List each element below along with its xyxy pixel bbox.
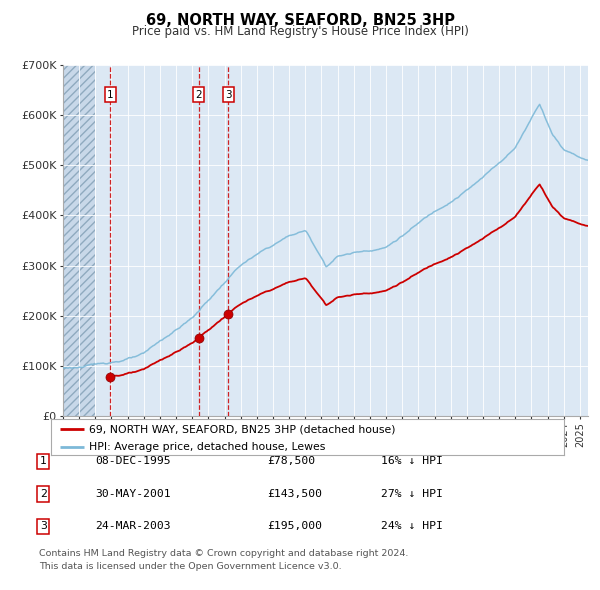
Text: Contains HM Land Registry data © Crown copyright and database right 2024.: Contains HM Land Registry data © Crown c… — [39, 549, 409, 558]
Text: HPI: Average price, detached house, Lewes: HPI: Average price, detached house, Lewe… — [89, 442, 326, 452]
Text: 27% ↓ HPI: 27% ↓ HPI — [381, 489, 443, 499]
Text: 24% ↓ HPI: 24% ↓ HPI — [381, 522, 443, 531]
Text: Price paid vs. HM Land Registry's House Price Index (HPI): Price paid vs. HM Land Registry's House … — [131, 25, 469, 38]
Text: £143,500: £143,500 — [267, 489, 322, 499]
Text: 69, NORTH WAY, SEAFORD, BN25 3HP (detached house): 69, NORTH WAY, SEAFORD, BN25 3HP (detach… — [89, 424, 396, 434]
Text: 24-MAR-2003: 24-MAR-2003 — [95, 522, 170, 531]
Text: 1: 1 — [40, 457, 47, 466]
Text: 1: 1 — [107, 90, 114, 100]
Text: 2: 2 — [40, 489, 47, 499]
Text: 2: 2 — [196, 90, 202, 100]
Text: This data is licensed under the Open Government Licence v3.0.: This data is licensed under the Open Gov… — [39, 562, 341, 571]
Bar — [63, 65, 95, 416]
Bar — [63, 65, 95, 416]
Text: 69, NORTH WAY, SEAFORD, BN25 3HP: 69, NORTH WAY, SEAFORD, BN25 3HP — [146, 13, 455, 28]
Text: 16% ↓ HPI: 16% ↓ HPI — [381, 457, 443, 466]
Text: 30-MAY-2001: 30-MAY-2001 — [95, 489, 170, 499]
Text: £78,500: £78,500 — [267, 457, 315, 466]
Text: 08-DEC-1995: 08-DEC-1995 — [95, 457, 170, 466]
Text: 3: 3 — [40, 522, 47, 531]
Text: £195,000: £195,000 — [267, 522, 322, 531]
Text: 3: 3 — [225, 90, 232, 100]
